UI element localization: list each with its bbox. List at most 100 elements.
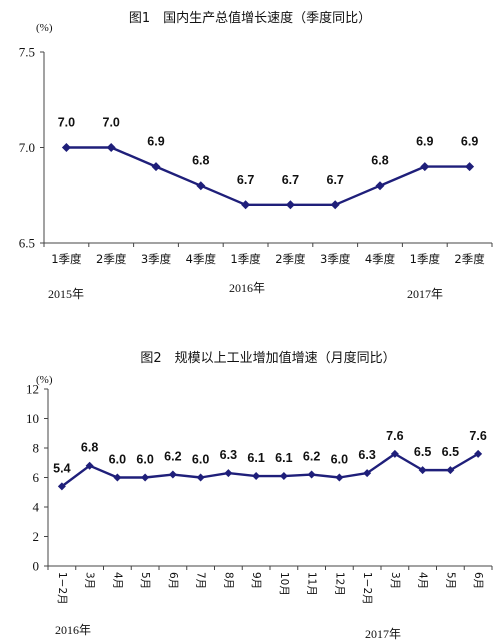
chart2-data-label: 6.1 <box>247 451 264 465</box>
chart2-y-tick-label: 2 <box>33 529 40 544</box>
chart2-x-tick-label: 7月 <box>195 572 207 589</box>
chart1-data-point <box>61 143 71 152</box>
chart1-data-point <box>375 181 385 191</box>
chart1-data-point <box>241 200 251 210</box>
chart2-x-tick-label: 6月 <box>167 572 179 589</box>
chart2-x-tick-label: 1−2月 <box>56 572 68 605</box>
chart1-y-tick-label: 6.5 <box>19 236 35 251</box>
chart1-data-point <box>420 162 430 172</box>
chart2-y-tick-label: 4 <box>33 500 40 515</box>
chart2-data-point <box>307 470 316 479</box>
chart2-data-label: 6.2 <box>164 450 181 464</box>
chart1-data-label: 6.7 <box>327 173 344 187</box>
chart2-y-tick-label: 0 <box>33 559 40 574</box>
chart2-data-label: 6.8 <box>81 441 98 455</box>
chart1-year-label-2015: 2015年 <box>48 287 84 301</box>
chart2-data-label: 7.6 <box>386 429 403 443</box>
chart2-data-point <box>279 472 288 481</box>
chart1-data-label: 6.7 <box>282 173 299 187</box>
chart1-series-line <box>66 146 470 207</box>
chart1-data-label: 7.0 <box>103 116 120 130</box>
chart1-x-tick-label: 2季度 <box>454 252 485 266</box>
chart2-x-tick-label: 5月 <box>139 572 151 589</box>
chart1-y-tick-label: 7.0 <box>19 140 35 155</box>
chart2-x-tick-label: 12月 <box>333 572 345 596</box>
chart2-x-tick-label: 3月 <box>389 572 401 589</box>
chart1-data-label: 6.9 <box>461 135 478 149</box>
chart1-unit-label: (%) <box>36 22 53 34</box>
chart1-x-tick-label: 3季度 <box>320 252 351 266</box>
chart2-y-tick-label: 6 <box>33 470 40 485</box>
chart2-data-point <box>474 449 483 458</box>
chart1-data-point <box>196 181 206 191</box>
chart2-data-label: 6.3 <box>220 448 237 462</box>
chart1-x-tick-label: 3季度 <box>141 252 172 266</box>
chart2-title: 图2 规模以上工业增加值增速（月度同比） <box>140 350 395 366</box>
chart2-data-label: 6.0 <box>136 453 153 467</box>
chart1-data-label: 6.9 <box>147 135 164 149</box>
chart2-data-point <box>57 482 66 491</box>
chart2-y-tick-label: 10 <box>26 411 39 426</box>
chart2-y-tick-label: 8 <box>33 441 40 456</box>
chart2-x-tick-label: 4月 <box>417 572 429 589</box>
chart1-title: 图1 国内生产总值增长速度（季度同比） <box>129 10 371 26</box>
chart2-y-tick-label: 12 <box>26 382 39 397</box>
chart2-unit-label: (%) <box>36 374 53 386</box>
chart1-data-label: 6.9 <box>416 135 433 149</box>
chart2-data-label: 6.0 <box>331 453 348 467</box>
chart1-plot: 6.5 7.0 7.5 1季度 2季度 3季度 4季度 1季度 2季度 3季度 4季度 1季度 2季度 7… <box>19 45 493 266</box>
chart2-data-point <box>196 473 205 482</box>
chart1-x-tick-label: 1季度 <box>51 252 82 266</box>
chart1-x-tick-label: 2季度 <box>275 252 306 266</box>
chart2-data-label: 6.0 <box>109 453 126 467</box>
chart2-data-point <box>168 470 177 479</box>
chart1-x-tick-label: 2季度 <box>96 252 127 266</box>
chart2-data-label: 6.2 <box>303 450 320 464</box>
chart2-data-label: 7.6 <box>469 429 486 443</box>
chart2-data-point <box>335 473 344 482</box>
chart2-data-label: 6.1 <box>275 451 292 465</box>
chart1-data-point <box>285 200 295 210</box>
chart2-data-point <box>418 466 427 475</box>
chart2-data-point <box>85 461 94 470</box>
chart1-data-label: 6.8 <box>371 154 388 168</box>
chart2-x-tick-label: 8月 <box>222 572 234 589</box>
chart2-x-tick-label: 9月 <box>250 572 262 589</box>
chart2-data-point <box>113 473 122 482</box>
chart2-x-tick-label: 5月 <box>444 572 456 589</box>
chart1-x-tick-label: 4季度 <box>365 252 396 266</box>
chart1-data-point <box>106 143 116 152</box>
chart2-data-point <box>141 473 150 482</box>
chart2-data-point <box>252 472 261 481</box>
chart2-series-line <box>61 452 479 488</box>
chart2-data-label: 6.3 <box>358 448 375 462</box>
chart2-x-tick-label: 11月 <box>306 572 318 596</box>
chart2-x-tick-label: 4月 <box>111 572 123 589</box>
chart2-data-point <box>390 449 399 458</box>
chart1-y-tick-label: 7.5 <box>19 45 35 60</box>
chart1-data-point <box>330 200 340 210</box>
chart2-year-label-2016: 2016年 <box>55 623 91 637</box>
chart2-year-label-2017: 2017年 <box>365 627 401 641</box>
chart2-data-label: 5.4 <box>53 461 70 475</box>
chart1-x-tick-label: 1季度 <box>410 252 441 266</box>
chart2-x-tick-label: 6月 <box>472 572 484 589</box>
chart1-x-tick-label: 4季度 <box>186 252 217 266</box>
chart1-year-label-2017: 2017年 <box>407 287 443 301</box>
chart1-data-point <box>465 162 475 172</box>
chart2-data-point <box>446 466 455 475</box>
chart2-x-tick-label: 1−2月 <box>361 572 373 605</box>
chart2-plot: 0 2 4 6 8 10 12 1−2月 3月 4月 5月 6月 7月 8月 9月 10月 11月 12月 1−2月… <box>26 382 493 605</box>
chart2-data-label: 6.5 <box>414 445 431 459</box>
chart1-data-point <box>151 162 161 172</box>
chart1-data-label: 6.7 <box>237 173 254 187</box>
chart2-data-point <box>224 469 233 478</box>
chart1-data-label: 7.0 <box>58 116 75 130</box>
chart2-data-point <box>363 469 372 478</box>
chart1-data-label: 6.8 <box>192 154 209 168</box>
chart2-x-tick-label: 3月 <box>84 572 96 589</box>
chart2-data-label: 6.0 <box>192 453 209 467</box>
chart1-x-tick-label: 1季度 <box>230 252 261 266</box>
chart2-data-label: 6.5 <box>442 445 459 459</box>
chart2-x-tick-label: 10月 <box>278 572 290 596</box>
